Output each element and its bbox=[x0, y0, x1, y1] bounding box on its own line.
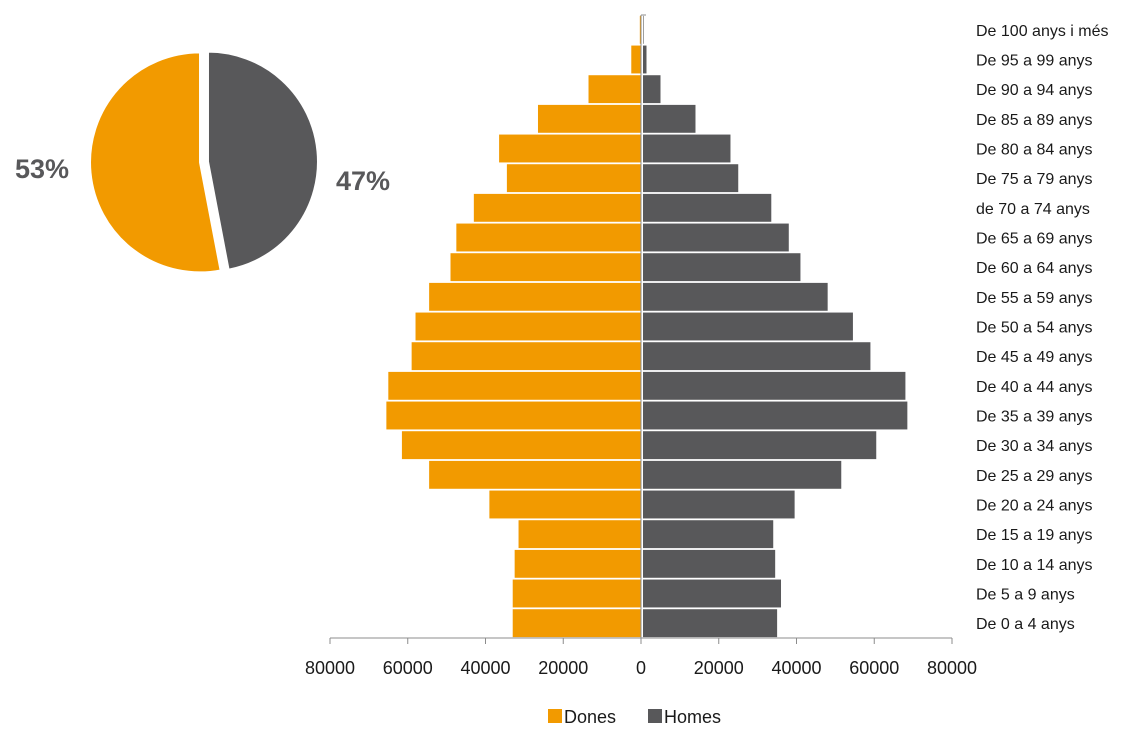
bar-homes-12 bbox=[643, 253, 801, 282]
pyramid-axes bbox=[329, 14, 953, 644]
pie-label-women: 53% bbox=[15, 154, 69, 184]
x-tick-label-1: 60000 bbox=[383, 658, 433, 678]
pie-chart bbox=[89, 50, 319, 274]
bar-homes-13 bbox=[643, 223, 789, 252]
age-group-label-10: De 50 a 54 anys bbox=[976, 320, 1093, 337]
age-group-label-20: De 100 anys i més bbox=[976, 23, 1109, 40]
bar-dones-12 bbox=[450, 253, 641, 282]
age-group-labels: De 0 a 4 anys De 5 a 9 anys De 10 a 14 any… bbox=[976, 23, 1109, 633]
bar-dones-11 bbox=[429, 282, 641, 311]
x-tick-label-8: 80000 bbox=[927, 658, 977, 678]
bar-dones-19 bbox=[631, 45, 641, 74]
bar-homes-11 bbox=[643, 282, 828, 311]
age-group-label-1: De 5 a 9 anys bbox=[976, 587, 1075, 604]
bar-homes-0 bbox=[643, 609, 778, 638]
bar-homes-6 bbox=[643, 431, 877, 460]
bar-dones-18 bbox=[588, 75, 641, 104]
pie-slice-homes bbox=[206, 50, 319, 271]
age-group-label-17: De 85 a 89 anys bbox=[976, 112, 1093, 129]
bar-dones-3 bbox=[518, 520, 641, 549]
legend-label-homes: Homes bbox=[664, 707, 721, 726]
bar-dones-0 bbox=[512, 609, 641, 638]
legend-label-dones: Dones bbox=[564, 707, 616, 726]
bar-dones-17 bbox=[537, 104, 641, 133]
bar-homes-17 bbox=[643, 104, 696, 133]
bar-dones-2 bbox=[514, 549, 641, 578]
bar-dones-10 bbox=[415, 312, 641, 341]
bar-dones-9 bbox=[411, 342, 641, 371]
x-tick-label-5: 20000 bbox=[694, 658, 744, 678]
bar-homes-14 bbox=[643, 193, 772, 222]
bar-dones-15 bbox=[506, 164, 641, 193]
bar-dones-5 bbox=[429, 460, 641, 489]
bar-homes-4 bbox=[643, 490, 795, 519]
x-tick-label-4: 0 bbox=[636, 658, 646, 678]
age-group-label-3: De 15 a 19 anys bbox=[976, 527, 1093, 544]
age-group-label-14: de 70 a 74 anys bbox=[976, 201, 1090, 218]
pyramid-bars bbox=[386, 15, 908, 638]
age-group-label-7: De 35 a 39 anys bbox=[976, 409, 1093, 426]
bar-homes-9 bbox=[643, 342, 871, 371]
bar-dones-13 bbox=[456, 223, 641, 252]
age-group-label-0: De 0 a 4 anys bbox=[976, 616, 1075, 633]
age-group-label-2: De 10 a 14 anys bbox=[976, 557, 1093, 574]
bar-homes-1 bbox=[643, 579, 782, 608]
x-tick-label-2: 40000 bbox=[460, 658, 510, 678]
bar-homes-18 bbox=[643, 75, 661, 104]
age-group-label-11: De 55 a 59 anys bbox=[976, 290, 1093, 307]
age-group-label-8: De 40 a 44 anys bbox=[976, 379, 1093, 396]
x-tick-label-3: 20000 bbox=[538, 658, 588, 678]
age-group-label-15: De 75 a 79 anys bbox=[976, 171, 1093, 188]
age-group-label-13: De 65 a 69 anys bbox=[976, 231, 1093, 248]
bar-homes-15 bbox=[643, 164, 739, 193]
bar-homes-3 bbox=[643, 520, 774, 549]
bar-homes-2 bbox=[643, 549, 776, 578]
bar-homes-19 bbox=[643, 45, 647, 74]
bar-dones-20 bbox=[639, 15, 641, 44]
age-group-label-6: De 30 a 34 anys bbox=[976, 438, 1093, 455]
age-group-label-12: De 60 a 64 anys bbox=[976, 260, 1093, 277]
bar-dones-8 bbox=[388, 371, 641, 400]
bar-dones-7 bbox=[386, 401, 641, 430]
bar-homes-8 bbox=[643, 371, 906, 400]
bar-dones-14 bbox=[473, 193, 641, 222]
legend: Dones Homes bbox=[548, 707, 721, 727]
bar-homes-10 bbox=[643, 312, 853, 341]
age-group-label-9: De 45 a 49 anys bbox=[976, 349, 1093, 366]
age-group-label-16: De 80 a 84 anys bbox=[976, 142, 1093, 159]
x-tick-labels: 80000 60000 40000 20000 0 20000 40000 60000 8000… bbox=[305, 658, 977, 678]
legend-swatch-homes bbox=[648, 709, 662, 723]
age-group-label-19: De 95 a 99 anys bbox=[976, 53, 1093, 70]
pie-label-men: 47% bbox=[336, 166, 390, 196]
bar-homes-7 bbox=[643, 401, 908, 430]
pie-slice-dones bbox=[89, 51, 222, 274]
age-group-label-18: De 90 a 94 anys bbox=[976, 82, 1093, 99]
x-tick-label-0: 80000 bbox=[305, 658, 355, 678]
bar-dones-1 bbox=[512, 579, 641, 608]
bar-homes-20 bbox=[643, 15, 644, 44]
age-group-label-4: De 20 a 24 anys bbox=[976, 498, 1093, 515]
x-tick-label-7: 60000 bbox=[849, 658, 899, 678]
bar-dones-4 bbox=[489, 490, 641, 519]
age-group-label-5: De 25 a 29 anys bbox=[976, 468, 1093, 485]
legend-swatch-dones bbox=[548, 709, 562, 723]
bar-homes-5 bbox=[643, 460, 842, 489]
bar-homes-16 bbox=[643, 134, 731, 163]
bar-dones-6 bbox=[401, 431, 641, 460]
x-tick-label-6: 40000 bbox=[771, 658, 821, 678]
bar-dones-16 bbox=[499, 134, 641, 163]
